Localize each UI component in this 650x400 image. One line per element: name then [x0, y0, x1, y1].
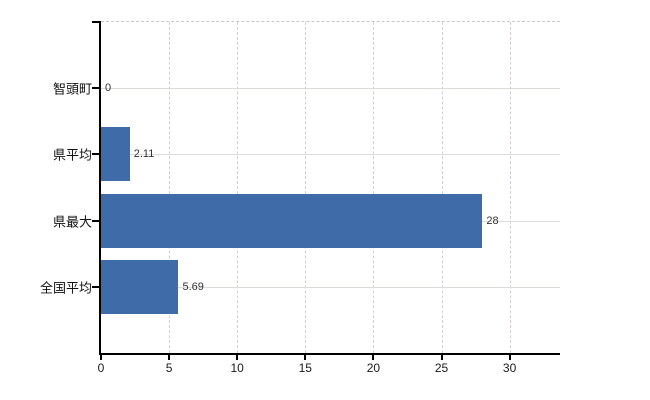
bar-value-label: 5.69	[182, 280, 204, 293]
bar-value-label: 2.11	[133, 148, 155, 161]
x-axis-tick	[508, 355, 511, 360]
gridline-horizontal	[101, 88, 560, 90]
y-axis-tick	[92, 153, 99, 156]
bar	[101, 259, 179, 314]
x-axis-tick-label: 10	[230, 361, 244, 375]
bar	[101, 127, 130, 182]
gridline-horizontal	[101, 154, 560, 156]
category-label: 県平均	[52, 147, 92, 163]
bar-value-label: 0	[105, 82, 112, 95]
gridline-vertical	[305, 22, 307, 353]
x-axis-tick-label: 25	[434, 361, 449, 375]
category-label: 全国平均	[39, 280, 92, 296]
x-axis-tick	[372, 355, 375, 360]
x-axis-line	[99, 353, 560, 355]
y-axis-tick	[92, 21, 99, 23]
x-axis-tick-label: 15	[298, 361, 312, 375]
x-axis-tick	[236, 355, 239, 360]
x-axis-tick	[168, 355, 171, 360]
gridline-vertical	[237, 22, 239, 353]
gridline-vertical	[169, 22, 171, 353]
x-axis-tick-label: 5	[165, 361, 173, 375]
y-axis-tick	[92, 285, 99, 288]
gridline-vertical	[441, 22, 443, 353]
bar	[101, 193, 483, 248]
gridline-horizontal	[101, 286, 560, 288]
y-axis-tick	[92, 87, 99, 90]
plot-top-border	[101, 21, 560, 22]
x-axis-tick-label: 20	[366, 361, 381, 375]
x-axis-tick	[304, 355, 307, 360]
bar-value-label: 28	[486, 214, 499, 227]
x-axis-tick	[100, 355, 102, 360]
y-axis-line	[99, 21, 101, 354]
category-label: 県最大	[52, 214, 92, 230]
plot-area: 0 2.11 28 5.69	[92, 21, 560, 360]
gridline-vertical	[509, 22, 511, 353]
x-axis-tick	[440, 355, 443, 360]
category-label: 智頭町	[52, 81, 92, 97]
x-axis-tick-label: 0	[97, 361, 105, 375]
x-axis-tick-label: 30	[502, 361, 517, 375]
y-axis-tick	[92, 219, 99, 222]
gridline-vertical	[373, 22, 375, 353]
